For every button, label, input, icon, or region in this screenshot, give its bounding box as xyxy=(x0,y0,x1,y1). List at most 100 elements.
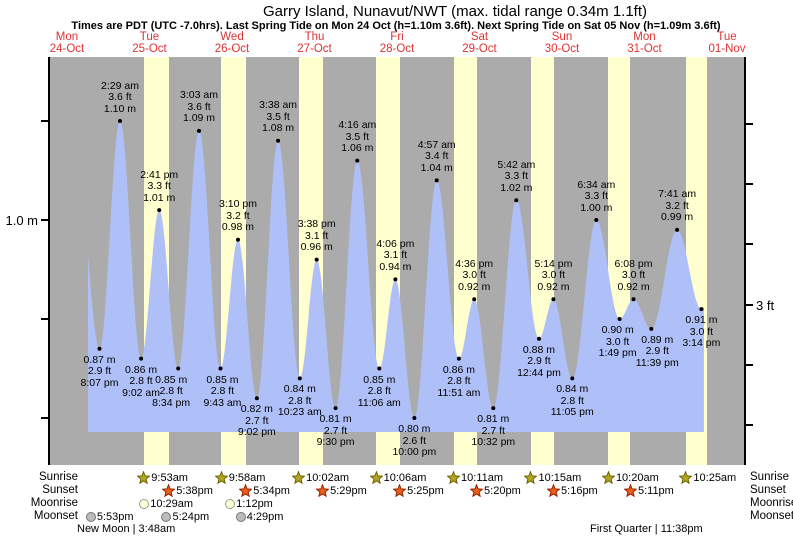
moonset-circle-icon xyxy=(161,511,172,522)
sunrise-time: 10:02am xyxy=(306,471,349,484)
right-axis-line xyxy=(744,57,746,465)
moonrise-circle-icon xyxy=(139,498,150,509)
high-tide-label: 5:42 am 3.3 ft 1.02 m xyxy=(497,158,536,194)
moonset-time: 4:29pm xyxy=(246,510,284,523)
sunset-time: 5:16pm xyxy=(561,484,598,497)
low-tide-label: 0.86 m 2.8 ft 11:51 am xyxy=(437,363,481,399)
sunset-entry: 5:38pm xyxy=(162,484,213,497)
high-tide-label: 6:34 am 3.3 ft 1.00 m xyxy=(577,178,616,214)
right-axis-label: 3 ft xyxy=(756,298,775,313)
sunrise-star-icon xyxy=(292,471,306,484)
sunrise-time: 9:58am xyxy=(228,471,266,484)
low-tide-label: 0.84 m 2.8 ft 11:05 pm xyxy=(550,383,594,419)
right-axis-tick xyxy=(745,364,753,367)
sunrise-time: 10:15am xyxy=(538,471,582,484)
moonset-time: 5:53pm xyxy=(96,510,134,523)
sunrise-time: 10:20am xyxy=(615,471,659,484)
sunrise-row-label-left: Sunrise xyxy=(39,471,78,483)
sunrise-time: 9:53am xyxy=(151,471,188,484)
sunset-entry: 5:34pm xyxy=(239,484,290,497)
day-label: Fri 28-Oct xyxy=(379,31,415,55)
sunrise-entry: 10:25am xyxy=(679,471,736,484)
sunset-entry: 5:29pm xyxy=(316,484,367,497)
high-tide-label: 4:36 pm 3.0 ft 0.92 m xyxy=(455,257,494,293)
sunrise-entry: 10:20am xyxy=(601,471,659,484)
sunrise-star-icon xyxy=(679,471,693,484)
low-tide-label: 0.85 m 2.8 ft 11:06 am xyxy=(357,373,401,409)
left-axis-tick xyxy=(41,417,49,419)
high-tide-label: 3:03 am 3.6 ft 1.09 m xyxy=(180,89,218,125)
moonset-row-label-right: Moonset xyxy=(750,510,793,522)
left-axis-tick xyxy=(41,219,49,221)
sunrise-star-icon xyxy=(524,471,538,484)
sunset-time: 5:20pm xyxy=(484,484,521,497)
moonrise-time: 1:12pm xyxy=(236,497,273,510)
low-tide-label: 0.82 m 2.7 ft 9:02 pm xyxy=(237,403,276,439)
moonrise-circle-icon xyxy=(225,498,236,509)
high-tide-label: 4:06 pm 3.1 ft 0.94 m xyxy=(376,237,415,273)
sunrise-entry: 10:02am xyxy=(292,471,349,484)
moonrise-row-label-right: Moonrise xyxy=(750,497,793,509)
moonset-time: 5:24pm xyxy=(172,510,210,523)
moonrise-row-label-left: Moonrise xyxy=(30,497,78,509)
high-tide-label: 3:38 pm 3.1 ft 0.96 m xyxy=(297,218,336,254)
day-label: Thu 27-Oct xyxy=(297,31,332,55)
low-tide-label: 0.80 m 2.6 ft 10:00 pm xyxy=(392,423,437,458)
sunset-time: 5:29pm xyxy=(330,484,367,497)
sunset-star-icon xyxy=(316,484,330,497)
low-tide-label: 0.81 m 2.7 ft 9:30 pm xyxy=(316,413,355,449)
low-tide-label: 0.91 m 3.0 ft 3:14 pm xyxy=(682,314,721,350)
moonrise-time: 10:29am xyxy=(150,497,194,510)
day-label: Mon 31-Oct xyxy=(627,31,662,55)
right-axis-tick xyxy=(745,303,753,306)
high-tide-label: 4:16 am 3.5 ft 1.06 m xyxy=(338,119,377,155)
moonset-circle-icon xyxy=(235,511,246,522)
low-tide-label: 0.86 m 2.8 ft 9:02 am xyxy=(122,363,161,399)
sunrise-star-icon xyxy=(214,471,228,484)
sunset-star-icon xyxy=(239,484,253,497)
sunset-star-icon xyxy=(162,484,176,497)
moonset-row-label-left: Moonset xyxy=(33,510,78,522)
high-tide-label: 4:57 am 3.4 ft 1.04 m xyxy=(417,138,456,174)
day-label: Wed 26-Oct xyxy=(214,31,250,55)
sunrise-entry: 9:53am xyxy=(137,471,188,484)
day-label: Tue 25-Oct xyxy=(132,31,167,55)
low-tide-label: 0.87 m 2.9 ft 8:07 pm xyxy=(80,353,119,389)
high-tide-label: 2:29 am 3.6 ft 1.10 m xyxy=(101,79,139,115)
low-tide-label: 0.85 m 2.8 ft 9:43 am xyxy=(203,373,242,409)
chart-subtitle: Times are PDT (UTC -7.0hrs). Last Spring… xyxy=(71,20,721,32)
right-axis-tick xyxy=(745,243,753,246)
high-tide-label: 7:41 am 3.2 ft 0.99 m xyxy=(658,188,697,224)
first-quarter-phase-text: First Quarter | 11:38pm xyxy=(590,523,703,535)
sunset-time: 5:11pm xyxy=(637,484,674,497)
moonset-circle-icon xyxy=(85,511,96,522)
sunset-entry: 5:16pm xyxy=(547,484,598,497)
sunset-entry: 5:20pm xyxy=(470,484,521,497)
sunset-row-label-left: Sunset xyxy=(42,484,78,496)
day-label: Sat 29-Oct xyxy=(462,31,497,55)
low-tide-label: 0.88 m 2.9 ft 12:44 pm xyxy=(517,343,561,379)
sunset-star-icon xyxy=(470,484,484,497)
sunset-entry: 5:11pm xyxy=(623,484,674,497)
low-tide-label: 0.90 m 3.0 ft 1:49 pm xyxy=(598,324,637,359)
sunrise-entry: 10:15am xyxy=(524,471,581,484)
low-tide-label: 0.85 m 2.8 ft 8:34 pm xyxy=(152,373,191,409)
sunset-time: 5:25pm xyxy=(407,484,444,497)
daylight-band xyxy=(685,57,708,465)
sunset-star-icon xyxy=(623,484,637,497)
moonset-entry: 5:53pm xyxy=(85,510,134,523)
new-moon-phase-text: New Moon | 3:48am xyxy=(77,523,176,535)
moonrise-entry: 1:12pm xyxy=(225,497,273,510)
high-tide-label: 2:41 pm 3.3 ft 1.01 m xyxy=(140,168,179,204)
moonrise-entry: 10:29am xyxy=(139,497,193,510)
left-axis-tick xyxy=(41,120,49,122)
day-label: Tue 01-Nov xyxy=(708,31,746,55)
high-tide-label: 3:38 am 3.5 ft 1.08 m xyxy=(259,99,298,135)
sunrise-row-label-right: Sunrise xyxy=(750,471,789,483)
sunrise-entry: 10:11am xyxy=(447,471,503,484)
sunrise-time: 10:11am xyxy=(461,471,504,484)
sunrise-entry: 9:58am xyxy=(214,471,266,484)
day-label: Sun 30-Oct xyxy=(544,31,580,55)
right-axis-tick xyxy=(745,122,753,125)
